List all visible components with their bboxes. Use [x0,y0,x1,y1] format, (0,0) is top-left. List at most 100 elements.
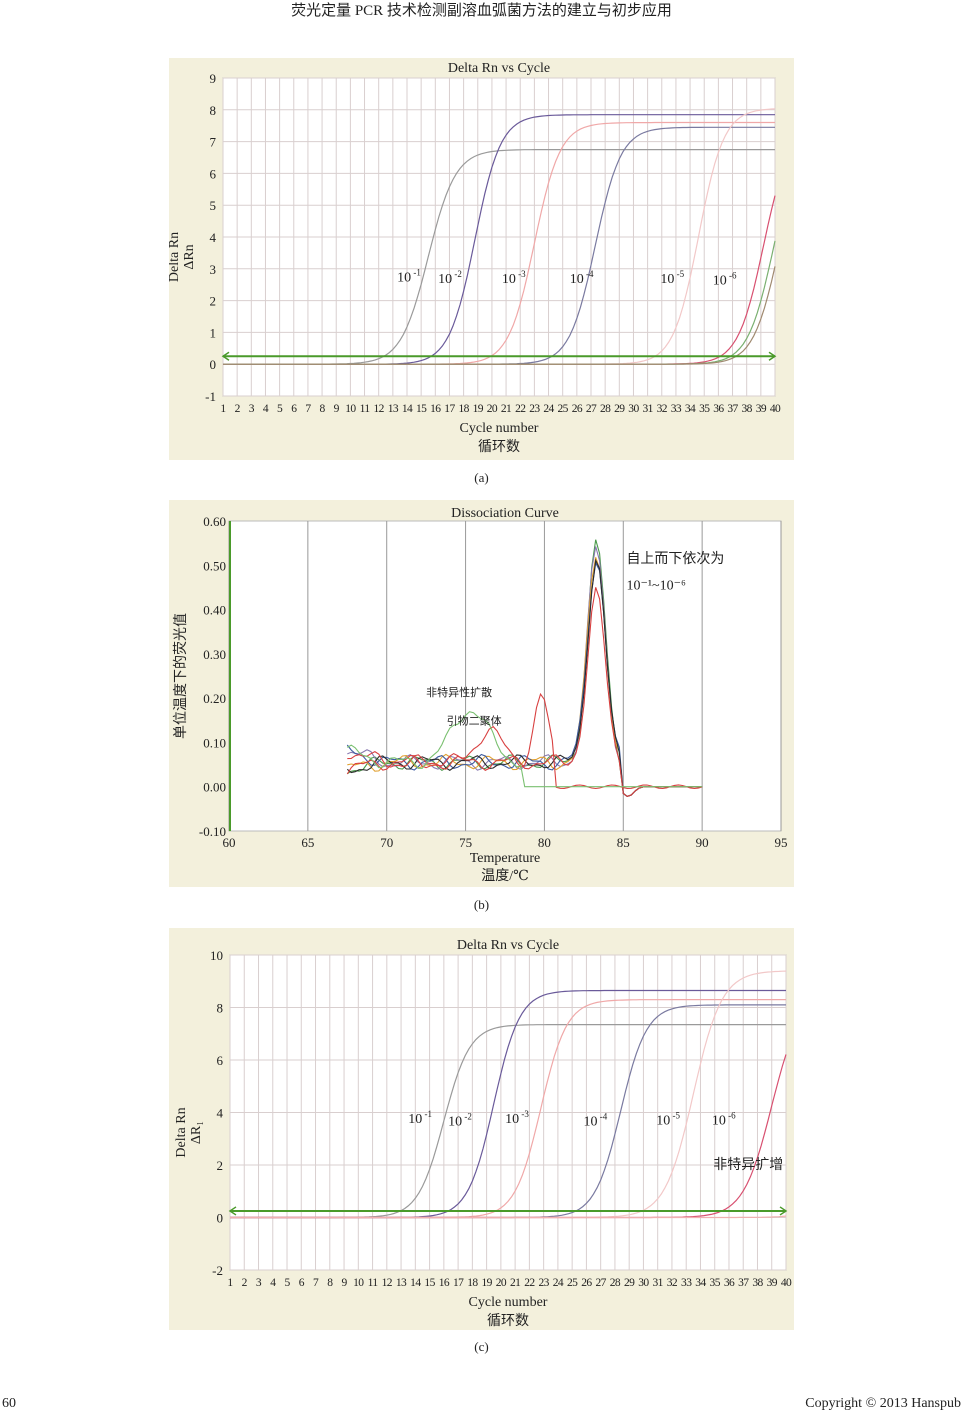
x-tick-label: 18 [467,1277,478,1289]
x-tick-label: 29 [614,403,625,415]
y-tick-label: 8 [217,1001,224,1016]
y-axis-label-symbol: ΔRn [182,244,197,269]
x-tick-label: 31 [642,403,653,415]
y-tick-label: -1 [205,389,216,404]
annotation-label: 非特异性扩散 [426,685,492,699]
y-axis-label: Delta Rn [169,232,182,282]
x-tick-label: 95 [775,835,788,850]
x-tick-label: 37 [738,1277,749,1289]
x-tick-label: 22 [515,403,526,415]
x-tick-label: 16 [430,403,441,415]
x-tick-label: 38 [752,1277,763,1289]
x-axis-label: Cycle number [460,421,539,436]
x-tick-label: 9 [334,403,340,415]
y-tick-label: 0.60 [203,514,226,529]
y-tick-label: 4 [217,1106,224,1121]
threshold-arrow [221,351,230,361]
y-tick-label: -0.10 [199,824,226,839]
x-tick-label: 24 [553,1277,564,1289]
x-tick-label: 3 [249,403,255,415]
dilution-label: 10 -6 [713,271,737,289]
x-tick-label: 25 [567,1277,578,1289]
threshold-arrow [768,351,777,361]
y-tick-label: 0.20 [203,691,226,706]
x-tick-label: 23 [529,403,540,415]
dilution-label: 10 -5 [656,1110,680,1128]
x-tick-label: 13 [396,1277,407,1289]
x-tick-label: 21 [501,403,512,415]
x-tick-label: 34 [695,1277,706,1289]
x-tick-label: 37 [727,403,738,415]
chart-title: Delta Rn vs Cycle [448,61,550,76]
x-tick-label: 7 [305,403,311,415]
page-number: 60 [2,1396,16,1411]
x-tick-label: 25 [558,403,569,415]
x-tick-label: 39 [756,403,767,415]
x-tick-label: 4 [270,1277,276,1289]
x-tick-label: 32 [657,403,668,415]
y-tick-label: 0 [210,357,217,372]
x-tick-label: 28 [600,403,611,415]
x-tick-label: 5 [284,1277,290,1289]
x-tick-label: 29 [624,1277,635,1289]
x-tick-label: 38 [742,403,753,415]
annotation-label: 自上而下依次为 [626,551,724,567]
y-tick-label: 6 [210,166,217,181]
y-tick-label: 3 [210,262,217,277]
x-tick-label: 2 [235,403,241,415]
y-tick-label: 0.30 [203,647,226,662]
figure-c-amplification: Delta Rn vs Cycle -2 0 2 4 6 8 10 1 2 3 4 5 6 7 8 9 10 11 1… [169,928,794,1330]
x-axis-label-cn: 循环数 [478,439,520,455]
threshold-arrow [228,1206,237,1216]
x-tick-label: 14 [402,403,413,415]
caption-c: (c) [474,1339,489,1354]
x-tick-label: 19 [481,1277,492,1289]
y-axis-label: 单位温度下的荧光值 [172,613,189,739]
y-tick-label: 1 [210,325,217,340]
threshold-arrow [779,1206,788,1216]
x-tick-label: 1 [220,403,226,415]
x-tick-label: 12 [382,1277,393,1289]
x-tick-label: 20 [496,1277,507,1289]
x-tick-label: 15 [424,1277,435,1289]
y-tick-label: 0.00 [203,780,226,795]
figure-a-amplification: Delta Rn vs Cycle -1 0 1 2 3 4 5 6 7 8 9 1 2 3 4 5 6 7 8 9 10… [169,58,794,460]
x-tick-label: 22 [524,1277,535,1289]
x-tick-label: 28 [610,1277,621,1289]
x-tick-label: 9 [341,1277,347,1289]
dilution-label: 10 -3 [502,269,526,287]
x-tick-label: 23 [538,1277,549,1289]
x-tick-label: 70 [380,835,393,850]
x-axis-label-cn: 循环数 [487,1313,529,1329]
melt-curve [347,711,703,788]
y-tick-label: 5 [210,198,217,213]
x-tick-label: 20 [487,403,498,415]
y-tick-label: 6 [217,1053,224,1068]
dilution-label: 10 -2 [438,269,462,287]
x-tick-label: 2 [242,1277,248,1289]
x-tick-label: 85 [617,835,630,850]
x-tick-label: 17 [453,1277,464,1289]
x-tick-label: 26 [581,1277,592,1289]
x-tick-label: 21 [510,1277,521,1289]
x-tick-label: 32 [667,1277,678,1289]
amplification-curve [230,1215,787,1219]
x-tick-label: 10 [353,1277,364,1289]
x-tick-label: 40 [781,1277,792,1289]
dilution-label: 10 -3 [505,1109,529,1127]
y-axis-label: Delta Rn [174,1107,189,1157]
y-tick-label: 7 [210,135,217,150]
y-tick-label: 0.10 [203,735,226,750]
y-tick-label: 2 [210,294,217,309]
melt-curve [346,692,703,790]
x-tick-label: 30 [628,403,639,415]
x-tick-label: 80 [538,835,551,850]
dilution-label: 10 -4 [570,269,594,287]
chart-b-svg: Dissociation Curve -0.10 0.00 0.10 0.20 0.30 0… [172,506,788,884]
x-tick-label: 60 [223,835,236,850]
annotation-label: 10⁻¹~10⁻⁶ [626,579,686,594]
x-tick-label: 33 [671,403,682,415]
x-tick-label: 14 [410,1277,421,1289]
